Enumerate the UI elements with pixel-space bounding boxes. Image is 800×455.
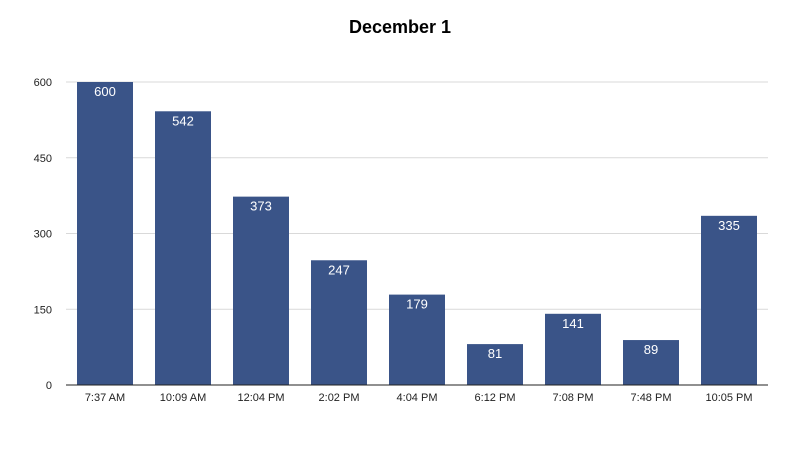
data-label: 600 <box>94 84 116 99</box>
bar <box>389 294 445 385</box>
x-tick-label: 10:05 PM <box>705 392 752 404</box>
data-label: 542 <box>172 113 194 128</box>
y-tick-label: 450 <box>34 153 52 165</box>
x-tick-label: 6:12 PM <box>475 392 516 404</box>
x-tick-label: 2:02 PM <box>319 392 360 404</box>
bar <box>77 82 133 385</box>
bars: 600 542 373 247 179 81 141 89 335 <box>77 82 757 385</box>
bar <box>701 215 757 385</box>
bar <box>467 344 523 385</box>
data-label: 81 <box>488 346 502 361</box>
bar <box>545 313 601 385</box>
y-tick-label: 600 <box>34 77 52 89</box>
data-label: 373 <box>250 199 272 214</box>
bar <box>233 196 289 385</box>
bar <box>311 260 367 385</box>
x-tick-label: 7:08 PM <box>553 392 594 404</box>
x-tick-label: 7:48 PM <box>631 392 672 404</box>
x-tick-label: 4:04 PM <box>397 392 438 404</box>
y-tick-label: 0 <box>46 380 52 392</box>
data-label: 335 <box>718 218 740 233</box>
chart-title: December 1 <box>348 17 452 37</box>
data-label: 141 <box>562 316 584 331</box>
y-axis: 0 150 300 450 600 <box>34 77 52 392</box>
bar <box>155 111 211 385</box>
data-label: 89 <box>644 342 658 357</box>
bar <box>623 340 679 385</box>
x-axis: 7:37 AM 10:09 AM 12:04 PM 2:02 PM 4:04 PM 6:1… <box>66 384 768 404</box>
x-tick-label: 7:37 AM <box>85 392 125 404</box>
x-tick-label: 12:04 PM <box>237 392 284 404</box>
y-tick-label: 150 <box>34 304 52 316</box>
data-label: 247 <box>328 262 350 277</box>
data-label: 179 <box>406 297 428 312</box>
x-tick-label: 10:09 AM <box>160 392 206 404</box>
y-tick-label: 300 <box>34 229 52 241</box>
